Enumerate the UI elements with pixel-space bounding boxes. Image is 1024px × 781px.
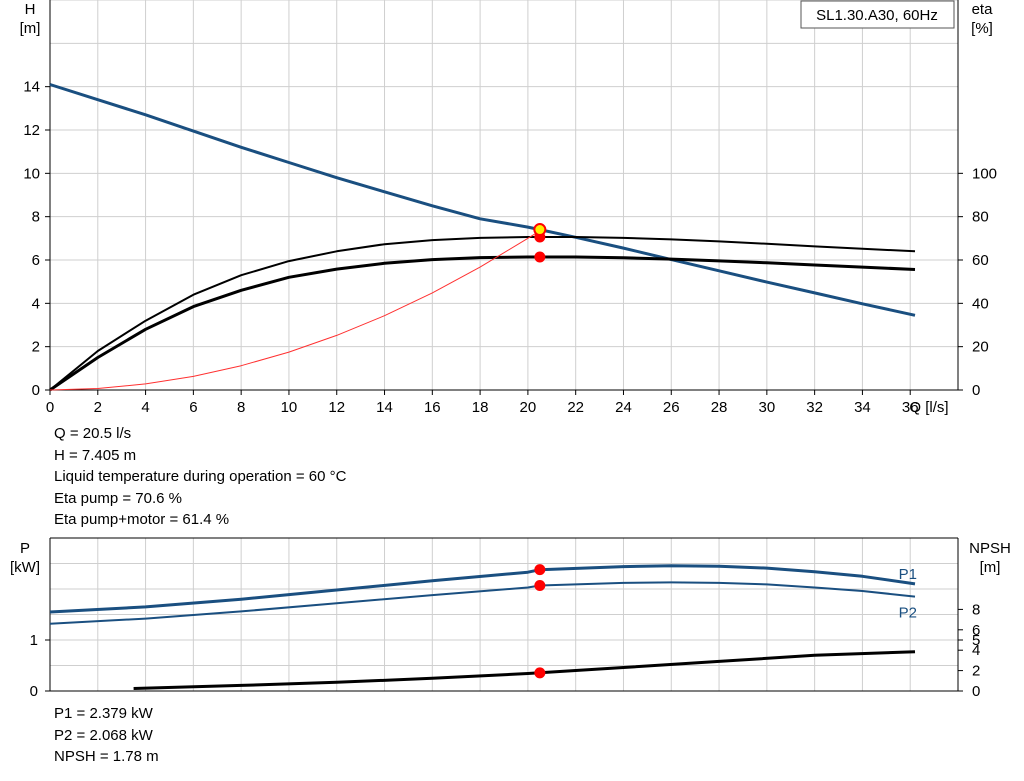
y-axis-label: P [kW] [10, 540, 40, 576]
x-tick-label: 0 [46, 399, 54, 416]
x-tick-label: 8 [237, 399, 245, 416]
x-tick-label: 28 [711, 399, 728, 416]
x-tick-label: 30 [758, 399, 775, 416]
x-tick-label: 16 [424, 399, 441, 416]
y-tick-label: 8 [32, 209, 40, 226]
info-liquid-temperature: Liquid temperature during operation = 60… [54, 468, 347, 485]
y-tick-label: 2 [32, 339, 40, 356]
y2-tick-label: 8 [972, 601, 980, 618]
y2-tick-label: 60 [972, 252, 989, 269]
y-tick-label: 0 [32, 382, 40, 399]
p1-series-label: P1 [899, 566, 917, 583]
x-tick-label: 4 [141, 399, 149, 416]
y2-tick-label: 2 [972, 663, 980, 680]
x-tick-label: 24 [615, 399, 632, 416]
x-tick-label: 18 [472, 399, 489, 416]
eta-pump-curve [49, 236, 916, 391]
x-tick-label: 22 [567, 399, 584, 416]
info-p2: P2 = 2.068 kW [54, 726, 153, 744]
y2-tick-label: 100 [972, 165, 997, 182]
title-box [800, 0, 955, 29]
info-head: H = 7.405 m [54, 446, 137, 464]
chart-title: SL1.30.A30, 60Hz [816, 7, 938, 24]
x-tick-label: 12 [328, 399, 345, 416]
y2-axis-label: NPSH [m] [969, 540, 1011, 576]
op-point-eta-pump-motor [534, 251, 546, 263]
x-tick-label: 10 [281, 399, 298, 416]
op-point-npsh [534, 667, 546, 679]
x-tick-label: 26 [663, 399, 680, 416]
y-tick-label: 4 [32, 295, 40, 312]
x-tick-label: 20 [520, 399, 537, 416]
p1-curve [49, 564, 916, 614]
y2-tick-label: 40 [972, 295, 989, 312]
p2-series-label: P2 [899, 605, 917, 622]
x-tick-label: 36 [902, 399, 919, 416]
y2-tick-label: 20 [972, 339, 989, 356]
operating-point-info: Q = 20.5 l/s H = 7.405 m Liquid temperat… [54, 423, 346, 531]
x-tick-label: 34 [854, 399, 871, 416]
info-npsh: NPSH = 1.78 m [54, 748, 159, 765]
y-tick-label: 6 [32, 252, 40, 269]
y2-tick-label: 6 [972, 622, 980, 639]
p2-curve [49, 581, 916, 625]
y2-axis-label: eta [%] [971, 1, 993, 37]
op-point-p2 [534, 580, 546, 592]
x-tick-label: 14 [376, 399, 393, 416]
y-tick-label: 10 [23, 165, 40, 182]
y-axis-label: H [m] [20, 1, 41, 37]
power-npsh-chart: 0 1 0 2 456 8 P [kW] NPSH [m] P1 P2 [10, 537, 1011, 700]
power-info: P1 = 2.379 kW P2 = 2.068 kW NPSH = 1.78 … [54, 703, 159, 768]
y2-tick-label: 4 [972, 642, 980, 659]
head-curve [49, 83, 916, 317]
eta-pump-motor-curve [49, 255, 916, 392]
y-tick-label: 1 [30, 632, 38, 649]
info-flow: Q = 20.5 l/s [54, 425, 132, 442]
x-tick-label: 6 [189, 399, 197, 416]
info-eta-pump: Eta pump = 70.6 % [54, 489, 182, 507]
op-point-head [533, 223, 547, 237]
op-point-p1 [534, 564, 546, 576]
y2-tick-label: 0 [972, 382, 980, 399]
y-tick-label: 12 [23, 122, 40, 139]
head-efficiency-chart: 0 2 4 6 8 10 12 14 16 18 20 22 24 26 28 30 32 34 360246810… [20, 0, 997, 416]
y2-tick-label: 80 [972, 209, 989, 226]
y2-tick-label: 5 [972, 632, 980, 649]
y-tick-label: 0 [30, 683, 38, 700]
y-tick-label: 14 [23, 79, 40, 96]
info-eta-pump-motor: Eta pump+motor = 61.4 % [54, 511, 230, 528]
x-tick-label: 32 [806, 399, 823, 416]
x-tick-label: 2 [94, 399, 102, 416]
x-axis-label: Q [l/s] [909, 399, 948, 416]
info-p1: P1 = 2.379 kW [54, 705, 153, 722]
y2-tick-label: 0 [972, 683, 980, 700]
npsh-curve [133, 650, 916, 690]
system-curve [49, 230, 541, 391]
